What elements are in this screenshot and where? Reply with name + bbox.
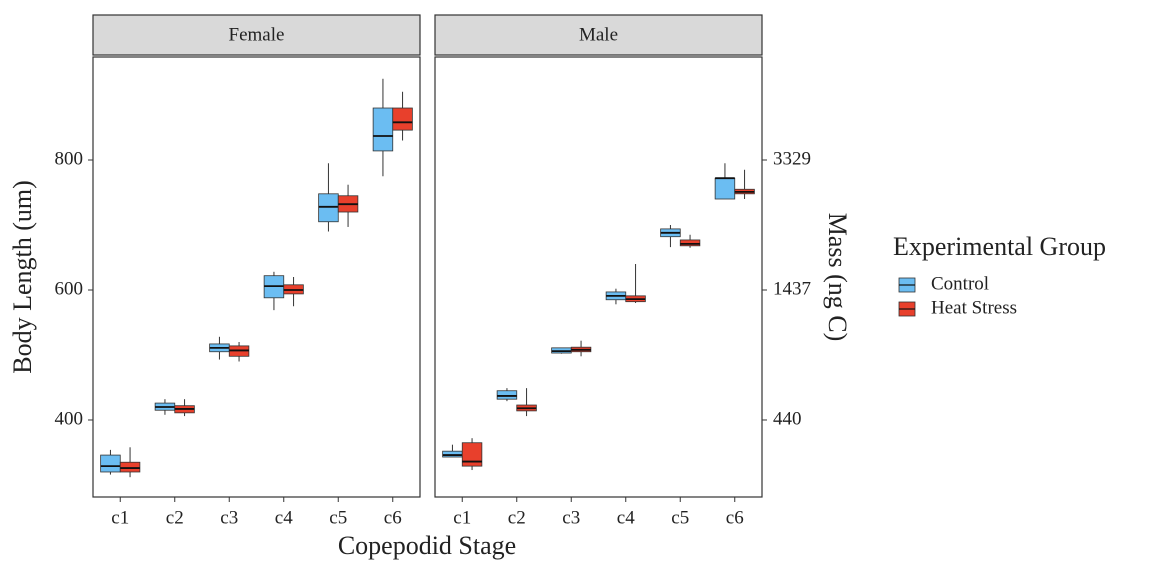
x-axis-label: Copepodid Stage <box>338 531 516 560</box>
y2-tick-label: 1437 <box>773 278 811 299</box>
x-tick-label: c4 <box>275 507 293 528</box>
legend-label: Control <box>931 273 989 294</box>
legend-label: Heat Stress <box>931 297 1017 318</box>
y2-tick-label: 440 <box>773 408 802 429</box>
box <box>100 454 121 473</box>
x-tick-label: c4 <box>617 507 635 528</box>
box <box>318 193 339 223</box>
legend-title: Experimental Group <box>893 232 1106 261</box>
x-tick-label: c6 <box>726 507 744 528</box>
box <box>679 239 701 247</box>
box <box>442 450 463 458</box>
x-tick-label: c2 <box>166 507 184 528</box>
facet-strip <box>434 14 763 56</box>
x-tick-label: c3 <box>562 507 580 528</box>
x-tick-label: c2 <box>508 507 526 528</box>
facet-title: Female <box>229 24 285 45</box>
box <box>392 107 413 131</box>
panel-border <box>92 56 421 498</box>
box <box>372 107 394 152</box>
facet-strip <box>92 14 421 56</box>
y-tick-label: 600 <box>55 278 84 299</box>
box <box>496 390 518 400</box>
y-tick-label: 400 <box>55 408 84 429</box>
box <box>714 177 736 200</box>
box <box>119 461 141 473</box>
box <box>461 442 483 467</box>
x-tick-label: c5 <box>329 507 347 528</box>
y2-tick-label: 3329 <box>773 148 811 169</box>
facet-title: Male <box>579 24 618 45</box>
x-tick-label: c5 <box>671 507 689 528</box>
y2-axis-label: Mass (ng C) <box>823 213 852 342</box>
x-tick-label: c3 <box>220 507 238 528</box>
y-axis-label: Body Length (um) <box>8 180 37 374</box>
x-tick-label: c6 <box>384 507 402 528</box>
x-tick-label: c1 <box>453 507 471 528</box>
x-tick-label: c1 <box>111 507 129 528</box>
y-tick-label: 800 <box>55 148 84 169</box>
panel-border <box>434 56 763 498</box>
